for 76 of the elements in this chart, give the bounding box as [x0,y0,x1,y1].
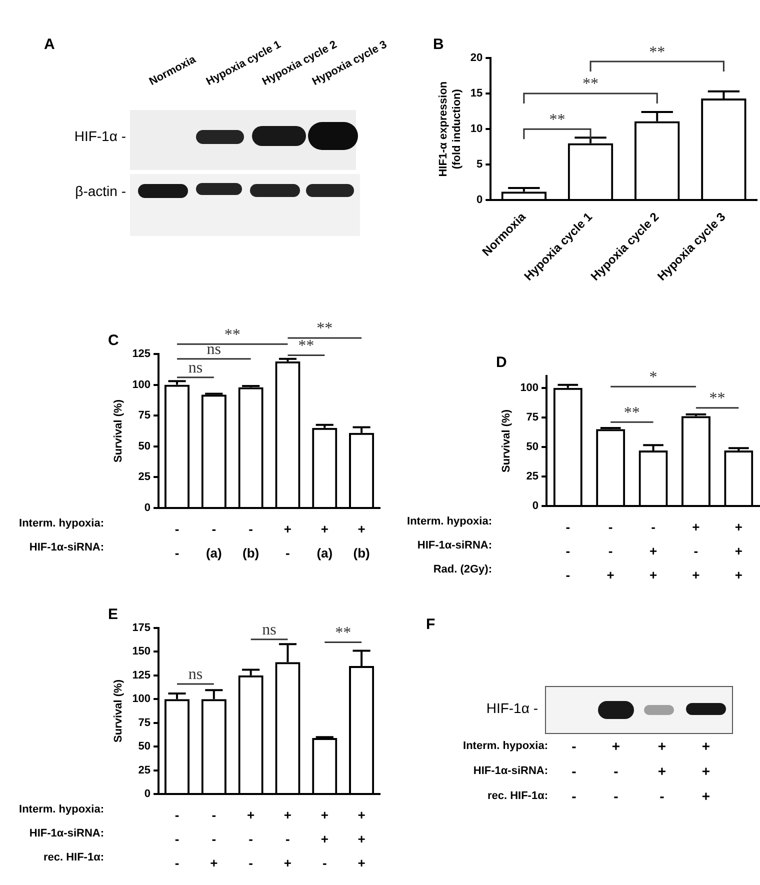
annotation: ** [335,624,352,642]
annotation: ** [649,44,666,61]
x-tick-label: - - - [566,520,570,583]
annotation: ** [709,390,726,408]
x-tick-label: - - + [606,520,615,583]
y-tick-label: 25 [138,471,151,484]
y-tick-label: 5 [476,158,483,171]
x-axis-title: Interm. hypoxia: HIF-1α-siRNA: Rad. (2Gy): [407,516,492,576]
annotation: ** [582,76,599,93]
text: β-actin - [75,183,126,199]
y-tick-label: 50 [138,740,151,753]
y-tick-label: 50 [526,440,539,453]
y-tick-label: 75 [526,411,539,424]
text: HIF-1α - [486,700,538,716]
x-tick-label: + (a) [316,522,333,561]
chart-title: C [108,332,119,350]
y-tick-label: 75 [138,716,151,729]
category-label: + - - [610,738,622,804]
annotation: ** [624,404,640,422]
y-tick-label: 100 [520,382,539,394]
x-tick-label: + - [284,522,292,561]
x-tick-label: - - - [174,808,180,871]
text: A [44,36,55,53]
y-tick-label: 0 [144,788,151,800]
x-tick-label: + - + [692,520,700,583]
x-axis-title: Interm. hypoxia: HIF-1α-siRNA: [19,518,104,554]
text: ** [224,326,240,344]
annotation: ns [188,360,203,377]
x-tick-label: + + + [358,808,366,871]
x-tick-label: + - + [284,808,292,871]
text: HIF-1α - [74,128,126,144]
y-axis-title: HIF1-α expression (fold induction) [438,81,463,177]
y-axis-title: Survival (%) [112,679,125,742]
x-tick-label: - (b) [242,522,260,561]
y-tick-label: 75 [138,410,151,422]
y-tick-label: 100 [132,693,151,706]
annotation: ** [298,337,314,354]
y-tick-label: 50 [138,440,151,452]
text: ** [316,320,333,338]
x-axis-title: Interm. hypoxia: HIF-1α-siRNA: rec. HIF-1α: [19,804,104,864]
text: F [426,616,436,633]
category-label: + + - [656,738,668,804]
x-tick-label: + - - [247,808,256,871]
x-tick-label: - - [174,522,180,561]
x-tick-label: + (b) [353,522,370,561]
y-axis-title: Survival (%) [112,399,125,462]
y-tick-label: 0 [532,500,539,512]
text: Interm. hypoxia: HIF-1α-siRNA: rec. HIF-1α: [463,740,548,802]
x-tick-label: - (a) [206,522,222,561]
chart-title: B [433,36,444,54]
y-tick-label: 20 [470,52,483,64]
y-axis-title: Survival (%) [500,409,513,472]
y-tick-label: 100 [132,378,151,391]
y-tick-label: 150 [132,646,151,658]
y-tick-label: 25 [526,470,539,482]
x-tick-label: - - + [210,808,218,871]
chart-title: D [496,354,507,372]
y-tick-label: 10 [470,123,483,136]
y-tick-label: 0 [144,502,151,514]
y-tick-label: 175 [132,622,151,634]
y-tick-label: 0 [476,194,483,206]
x-tick-label: + + + [734,520,743,583]
annotation: ns [206,341,222,358]
x-tick-label: + + - [320,808,329,871]
category-label: - - - [570,738,578,804]
annotation: ** [549,111,566,128]
annotation: ns [262,622,276,639]
y-tick-label: 25 [138,764,151,776]
annotation: * [649,368,658,386]
x-tick-label: - + + [649,520,658,583]
category-label: + + + [700,738,712,804]
annotation: ns [188,666,203,684]
chart-title: E [108,606,118,624]
y-tick-label: 125 [132,348,151,360]
y-tick-label: 125 [132,669,151,682]
y-tick-label: 15 [470,88,483,100]
